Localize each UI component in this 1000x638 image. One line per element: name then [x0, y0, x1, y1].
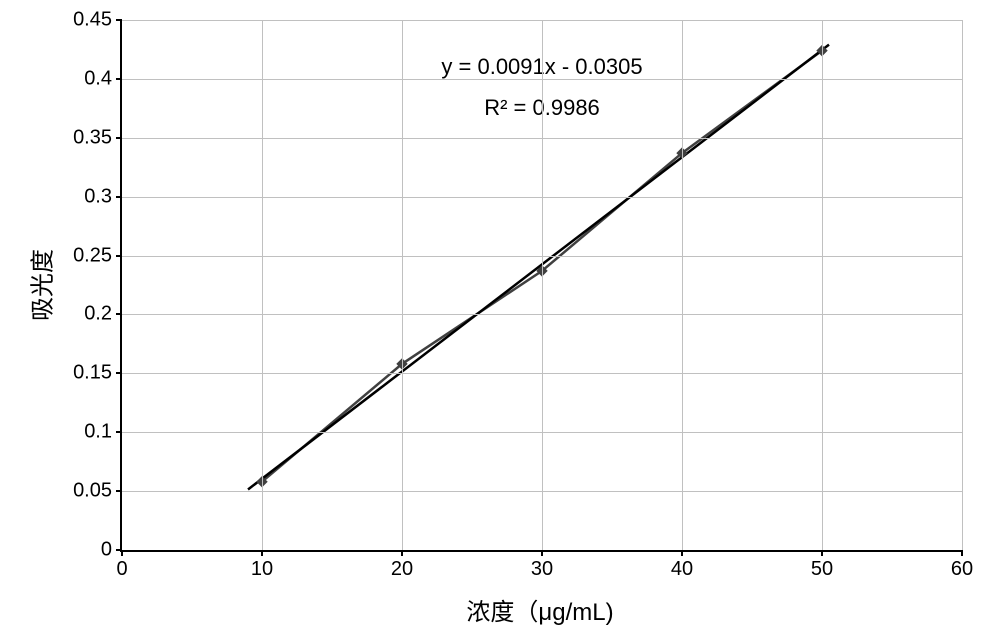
x-tick-label: 50 — [811, 550, 833, 581]
gridline-vertical — [962, 20, 963, 550]
x-tick-label: 0 — [116, 550, 127, 581]
plot-area: y = 0.0091x - 0.0305 R² = 0.9986 00.050.… — [120, 20, 962, 552]
y-tick-label: 0.2 — [84, 303, 122, 326]
y-tick-label: 0.4 — [84, 67, 122, 90]
y-tick-label: 0.25 — [73, 244, 122, 267]
gridline-vertical — [402, 20, 403, 550]
x-tick-label: 10 — [251, 550, 273, 581]
gridline-vertical — [822, 20, 823, 550]
x-axis-label: 浓度（μg/mL) — [466, 592, 613, 627]
y-tick-label: 0.45 — [73, 9, 122, 32]
y-tick-label: 0.15 — [73, 362, 122, 385]
y-tick-label: 0.1 — [84, 421, 122, 444]
gridline-vertical — [682, 20, 683, 550]
x-tick-label: 20 — [391, 550, 413, 581]
chart-container: y = 0.0091x - 0.0305 R² = 0.9986 00.050.… — [0, 0, 1000, 638]
y-axis-label: 吸光度 — [23, 249, 58, 321]
x-tick-label: 40 — [671, 550, 693, 581]
y-tick-label: 0.3 — [84, 185, 122, 208]
gridline-vertical — [262, 20, 263, 550]
gridline-vertical — [542, 20, 543, 550]
y-tick-label: 0.35 — [73, 126, 122, 149]
x-tick-label: 60 — [951, 550, 973, 581]
x-tick-label: 30 — [531, 550, 553, 581]
y-tick-label: 0.05 — [73, 480, 122, 503]
